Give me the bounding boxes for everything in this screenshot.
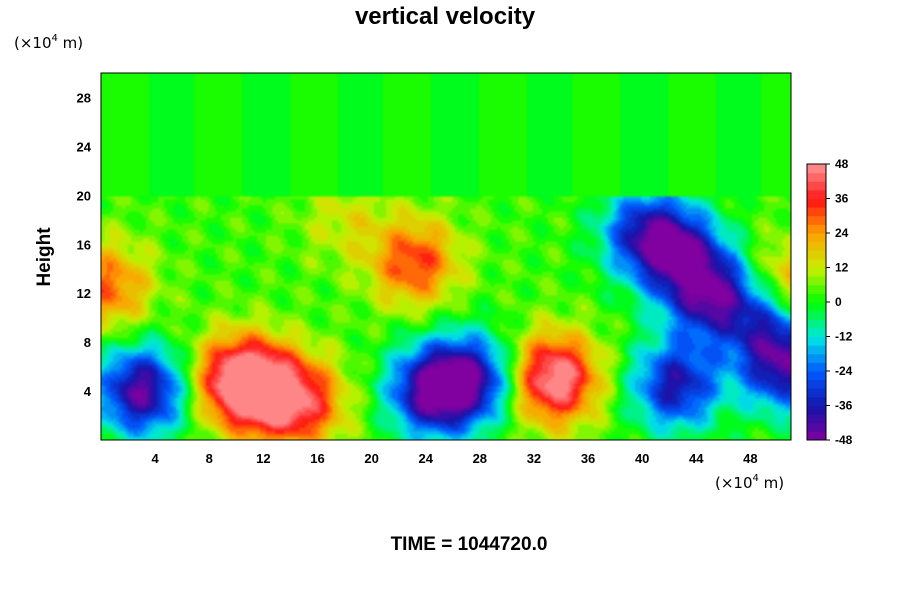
colorbar-level (807, 371, 826, 381)
colorbar-tick-label: 24 (835, 226, 849, 240)
colorbar-level (807, 405, 826, 415)
colorbar-level (807, 181, 826, 191)
y-tick-label: 16 (77, 237, 91, 252)
x-tick-label: 20 (364, 451, 378, 466)
colorbar-level (807, 414, 826, 424)
plot-frame (100, 72, 792, 441)
colorbar-level (807, 267, 826, 277)
colorbar-level (807, 189, 826, 199)
colorbar-level (807, 258, 826, 268)
colorbar-level (807, 215, 826, 225)
x-tick-label: 4 (152, 451, 160, 466)
x-tick-label: 36 (581, 451, 595, 466)
y-tick-label: 24 (77, 139, 92, 154)
x-tick-label: 24 (418, 451, 433, 466)
colorbar-tick-label: 0 (835, 295, 842, 309)
colorbar-tick-label: 36 (835, 192, 849, 206)
colorbar-level (807, 422, 826, 432)
colorbar-level (807, 207, 826, 217)
colorbar-tick-label: 48 (835, 157, 849, 171)
plot-area (100, 72, 792, 441)
colorbar-level (807, 362, 826, 372)
colorbar-level (807, 431, 826, 441)
colorbar-level (807, 172, 826, 182)
colorbar-level (807, 284, 826, 294)
colorbar-level (807, 302, 826, 312)
chart-title: vertical velocity (355, 3, 536, 30)
y-tick-label: 12 (77, 286, 91, 301)
y-tick-label: 4 (84, 384, 92, 399)
colorbar-level (807, 345, 826, 355)
colorbar-level (807, 336, 826, 346)
y-unit-label: (×104 m) (14, 33, 83, 52)
time-label: TIME = 1044720.0 (391, 534, 548, 555)
colorbar-level (807, 353, 826, 363)
colorbar-tick-label: -12 (835, 330, 853, 344)
y-unit-rest: m) (58, 34, 83, 52)
colorbar-level (807, 276, 826, 286)
x-tick-label: 32 (527, 451, 541, 466)
colorbar-level (807, 379, 826, 389)
x-unit-exp: 4 (753, 473, 759, 484)
x-tick-label: 28 (473, 451, 487, 466)
y-tick-label: 28 (77, 90, 91, 105)
x-unit-rest: m) (759, 474, 784, 492)
colorbar-level (807, 164, 826, 174)
colorbar-level (807, 310, 826, 320)
y-unit-exp: 4 (52, 33, 58, 44)
x-tick-label: 12 (256, 451, 270, 466)
x-tick-label: 16 (310, 451, 324, 466)
colorbar-tick-label: -48 (835, 433, 853, 447)
colorbar-tick-label: 12 (835, 261, 849, 275)
colorbar-tick-label: -36 (835, 399, 853, 413)
colorbar (806, 163, 827, 441)
y-unit-base: (×10 (14, 34, 52, 52)
colorbar-level (807, 388, 826, 398)
colorbar-level (807, 327, 826, 337)
colorbar-ticks: 48 36 24 12 0 -12 -24 -36 -48 (826, 157, 853, 447)
colorbar-level (807, 224, 826, 234)
colorbar-level (807, 233, 826, 243)
colorbar-level (807, 241, 826, 251)
colorbar-level (807, 396, 826, 406)
y-axis-ticks: 4 8 12 16 20 24 28 (77, 90, 92, 399)
colorbar-level (807, 198, 826, 208)
colorbar-level (807, 250, 826, 260)
x-unit-label: (×104 m) (715, 473, 784, 492)
y-tick-label: 20 (77, 188, 91, 203)
velocity-field (101, 73, 791, 440)
colorbar-level (807, 319, 826, 329)
x-tick-label: 48 (743, 451, 757, 466)
y-axis-label: Height (34, 227, 55, 287)
x-unit-base: (×10 (715, 474, 753, 492)
x-tick-label: 8 (206, 451, 213, 466)
colorbar-tick-label: -24 (835, 364, 853, 378)
colorbar-level (807, 293, 826, 303)
x-axis-ticks: 4 8 12 16 20 24 28 32 36 40 44 48 (152, 451, 758, 466)
y-tick-label: 8 (84, 335, 91, 350)
x-tick-label: 44 (689, 451, 704, 466)
x-tick-label: 40 (635, 451, 649, 466)
